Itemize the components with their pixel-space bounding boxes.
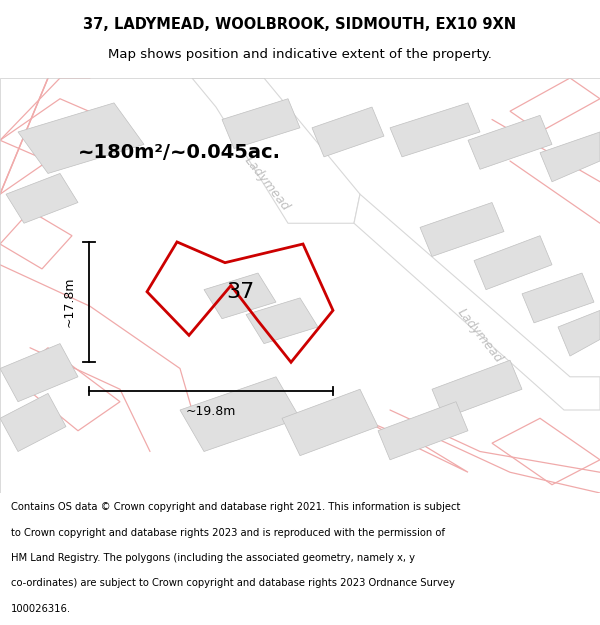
Polygon shape [540, 132, 600, 182]
Text: HM Land Registry. The polygons (including the associated geometry, namely x, y: HM Land Registry. The polygons (includin… [11, 553, 415, 563]
Polygon shape [222, 99, 300, 149]
Text: 37: 37 [226, 282, 254, 302]
Text: ~180m²/~0.045ac.: ~180m²/~0.045ac. [78, 143, 281, 162]
Polygon shape [0, 393, 66, 451]
Polygon shape [180, 377, 300, 451]
Polygon shape [432, 360, 522, 418]
Polygon shape [0, 344, 78, 402]
Polygon shape [192, 78, 360, 223]
Polygon shape [474, 236, 552, 289]
Text: Ladymead: Ladymead [242, 154, 292, 214]
Polygon shape [18, 103, 144, 174]
Text: Contains OS data © Crown copyright and database right 2021. This information is : Contains OS data © Crown copyright and d… [11, 503, 460, 512]
Polygon shape [558, 311, 600, 356]
Polygon shape [468, 116, 552, 169]
Text: Map shows position and indicative extent of the property.: Map shows position and indicative extent… [108, 48, 492, 61]
Polygon shape [522, 273, 594, 323]
Polygon shape [378, 402, 468, 460]
Text: ~17.8m: ~17.8m [62, 277, 76, 328]
Polygon shape [354, 194, 600, 410]
Polygon shape [390, 103, 480, 157]
Text: Ladymead: Ladymead [455, 306, 505, 365]
Polygon shape [420, 202, 504, 256]
Text: to Crown copyright and database rights 2023 and is reproduced with the permissio: to Crown copyright and database rights 2… [11, 528, 445, 538]
Polygon shape [204, 273, 276, 319]
Text: 100026316.: 100026316. [11, 604, 71, 614]
Text: co-ordinates) are subject to Crown copyright and database rights 2023 Ordnance S: co-ordinates) are subject to Crown copyr… [11, 578, 455, 588]
Polygon shape [6, 174, 78, 223]
Polygon shape [312, 107, 384, 157]
Text: ~19.8m: ~19.8m [186, 404, 236, 418]
Polygon shape [246, 298, 318, 344]
Polygon shape [282, 389, 378, 456]
Text: 37, LADYMEAD, WOOLBROOK, SIDMOUTH, EX10 9XN: 37, LADYMEAD, WOOLBROOK, SIDMOUTH, EX10 … [83, 17, 517, 32]
